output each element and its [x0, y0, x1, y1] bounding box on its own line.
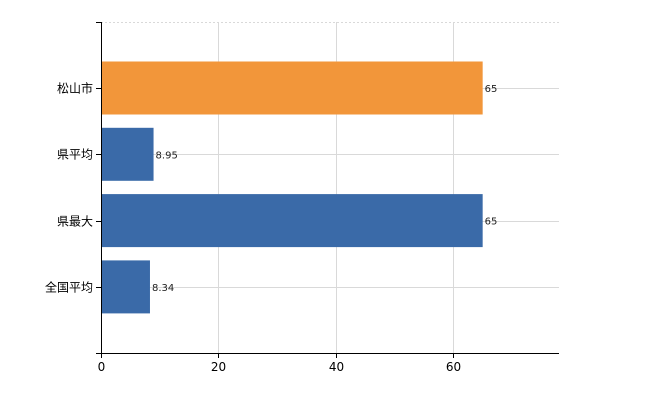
y-tick-label: 県平均	[57, 148, 93, 162]
bars	[101, 61, 483, 314]
bar-value-label: 65	[485, 217, 498, 228]
bar-value-label: 8.95	[156, 150, 178, 161]
x-tick-label: 40	[329, 360, 344, 374]
y-tick-label: 県最大	[57, 215, 93, 229]
bar	[101, 127, 154, 181]
axes	[96, 22, 559, 358]
bar-value-label: 65	[485, 84, 498, 95]
y-tick-label: 全国平均	[45, 280, 93, 295]
bar	[101, 194, 483, 248]
x-tick-label: 0	[98, 360, 106, 374]
bar	[101, 260, 150, 314]
bar-value-label: 8.34	[152, 283, 174, 294]
x-tick-label: 60	[446, 360, 461, 374]
x-tick-label: 20	[211, 360, 226, 374]
y-tick-label: 松山市	[57, 81, 93, 96]
bar	[101, 61, 483, 115]
